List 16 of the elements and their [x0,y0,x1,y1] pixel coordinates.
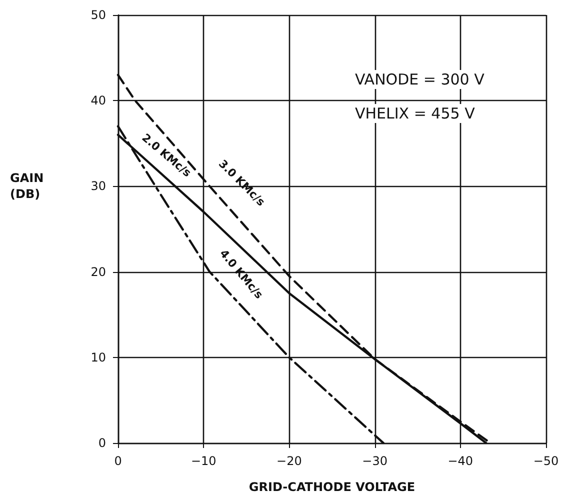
y-axis-title: GAIN (DB) [10,171,44,201]
y-tick-label: 30 [90,179,106,194]
x-axis-title: GRID-CATHODE VOLTAGE [248,480,416,494]
x-tick-label: 0 [114,454,122,468]
x-tick-label: −50 [533,454,559,468]
y-tick-label: 0 [98,436,106,450]
y-tick-label: 40 [90,94,106,108]
y-tick-label: 50 [90,8,106,22]
x-tick-label: −30 [362,454,388,468]
y-tick-label: 20 [90,264,106,279]
annotation: VHELIX = 455 V [355,104,476,122]
x-tick-label: −40 [448,454,474,468]
annotation: VANODE = 300 V [355,70,486,88]
y-tick-label: 10 [90,350,106,364]
x-tick-label: −20 [276,454,302,468]
x-tick-label: −10 [190,454,216,468]
